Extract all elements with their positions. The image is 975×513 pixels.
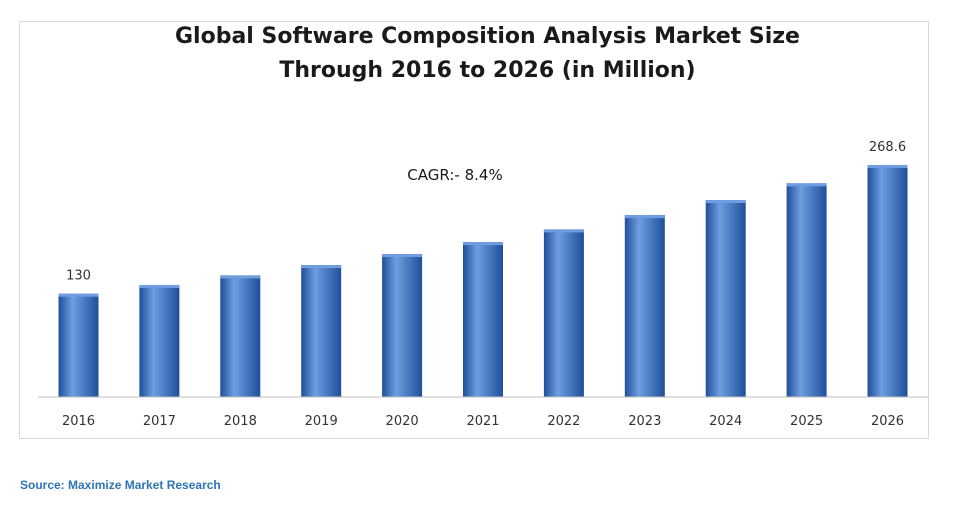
bar-2020 (382, 254, 423, 397)
bar-2018 (220, 275, 261, 397)
bar-cap-2019 (301, 265, 342, 269)
data-label-2026: 268.6 (869, 140, 906, 155)
x-tick-label: 2019 (305, 414, 338, 429)
bar-2016 (58, 293, 99, 397)
x-tick-label: 2017 (143, 414, 176, 429)
bar-2026 (867, 165, 908, 397)
bar-cap-2025 (786, 183, 827, 187)
x-tick-label: 2016 (62, 414, 95, 429)
x-tick-label: 2018 (224, 414, 257, 429)
bar-cap-2022 (543, 229, 584, 233)
x-tick-label: 2025 (790, 414, 823, 429)
bar-2025 (786, 183, 827, 397)
bar-cap-2021 (463, 242, 503, 246)
x-tick-label: 2026 (871, 414, 904, 429)
x-tick-label: 2021 (466, 414, 499, 429)
bar-cap-2023 (624, 215, 665, 219)
bar-cap-2024 (705, 200, 746, 203)
data-label-2016: 130 (66, 269, 91, 284)
bar-2019 (301, 265, 342, 397)
bar-2023 (624, 215, 665, 397)
x-tick-label: 2023 (628, 414, 661, 429)
x-tick-label: 2022 (547, 414, 580, 429)
bar-2024 (705, 200, 746, 397)
chart-title: Global Software Composition Analysis Mar… (175, 24, 800, 83)
bar-cap-2018 (220, 275, 261, 279)
bar-cap-2026 (867, 165, 908, 168)
bar-2021 (463, 242, 503, 397)
cagr-annotation: CAGR:- 8.4% (407, 166, 502, 184)
bar-2017 (139, 285, 180, 397)
bar-cap-2017 (139, 285, 180, 288)
x-tick-label: 2020 (386, 414, 419, 429)
bar-2022 (543, 229, 584, 397)
source-note: Source: Maximize Market Research (20, 478, 221, 492)
x-tick-label: 2024 (709, 414, 742, 429)
bar-cap-2016 (58, 293, 99, 297)
bar-cap-2020 (382, 254, 423, 257)
